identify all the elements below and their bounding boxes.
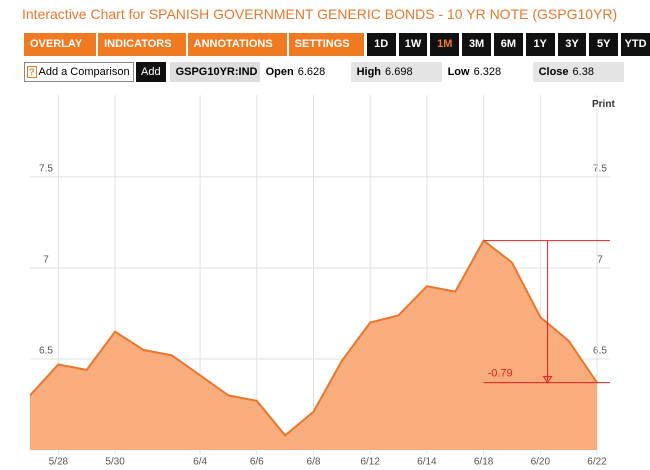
- quote-label: Close: [538, 66, 569, 78]
- range-button[interactable]: 1Y: [525, 33, 555, 56]
- quote-label: High: [356, 66, 382, 78]
- quote-value: 6.698: [385, 66, 413, 78]
- quote-label: Open: [265, 66, 294, 78]
- page-title: Interactive Chart for SPANISH GOVERNMENT…: [22, 6, 618, 22]
- help-icon[interactable]: ?: [27, 66, 37, 78]
- annotation-label: -0.79: [488, 368, 513, 380]
- menu-button[interactable]: INDICATORS: [98, 33, 186, 56]
- ticker: GSPG10YR:IND: [169, 62, 260, 82]
- x-tick-label: 6/8: [307, 457, 321, 468]
- y-tick-label-right: 7.5: [593, 164, 607, 175]
- placeholder: Add a Comparison: [38, 66, 130, 78]
- y-tick-label: 6.5: [39, 346, 53, 357]
- quote-item: Low 6.328: [442, 62, 533, 82]
- x-tick-label: 6/22: [587, 457, 607, 468]
- y-tick-label: 7: [43, 255, 49, 266]
- x-tick-label: 6/6: [250, 457, 264, 468]
- x-tick-label: 6/20: [531, 457, 551, 468]
- range-button[interactable]: 1W: [398, 33, 428, 56]
- line: [29, 239, 598, 437]
- menu-button[interactable]: SETTINGS: [288, 33, 364, 56]
- x-tick-label: 5/28: [49, 457, 69, 468]
- annotation-arrowhead: [542, 376, 553, 384]
- area: [30, 240, 597, 450]
- x-tick-label: 5/30: [105, 457, 125, 468]
- add-button[interactable]: Add: [136, 62, 166, 82]
- range-button[interactable]: 3Y: [557, 33, 587, 56]
- x-tick-label: 6/12: [360, 457, 380, 468]
- comparison-input[interactable]: ? Add a Comparison: [24, 62, 134, 82]
- range-button[interactable]: 5Y: [589, 33, 619, 56]
- quote-label: Low: [447, 66, 470, 78]
- quote-row: ? Add a Comparison Add GSPG10YR:IND Open 6…: [24, 62, 624, 82]
- print-button[interactable]: Print: [592, 99, 615, 110]
- menu-button[interactable]: OVERLAY: [24, 33, 97, 56]
- x-tick-label: 6/4: [193, 457, 207, 468]
- y-tick-label-right: 7: [597, 255, 603, 266]
- y-tick-label: 7.5: [39, 164, 53, 175]
- range-button[interactable]: 1D: [366, 33, 396, 56]
- toolbar: OVERLAYINDICATORSANNOTATIONSSETTINGS1D1W…: [24, 33, 650, 56]
- quote-value: 6.38: [572, 66, 594, 78]
- quote-value: 6.328: [473, 66, 502, 78]
- quote-item: High 6.698: [350, 62, 442, 82]
- range-button[interactable]: 3M: [462, 33, 491, 56]
- y-tick-label-right: 6.5: [593, 346, 607, 357]
- x-tick-label: 6/18: [474, 457, 494, 468]
- range-button[interactable]: YTD: [621, 33, 650, 56]
- quote-value: 6.628: [297, 66, 326, 78]
- quote-item: Open 6.628: [260, 62, 351, 82]
- range-button[interactable]: 6M: [493, 33, 523, 56]
- menu-button[interactable]: ANNOTATIONS: [187, 33, 287, 56]
- range-button[interactable]: 1M: [430, 33, 460, 56]
- quote-item: Close 6.38: [532, 62, 624, 82]
- x-tick-label: 6/14: [417, 457, 437, 468]
